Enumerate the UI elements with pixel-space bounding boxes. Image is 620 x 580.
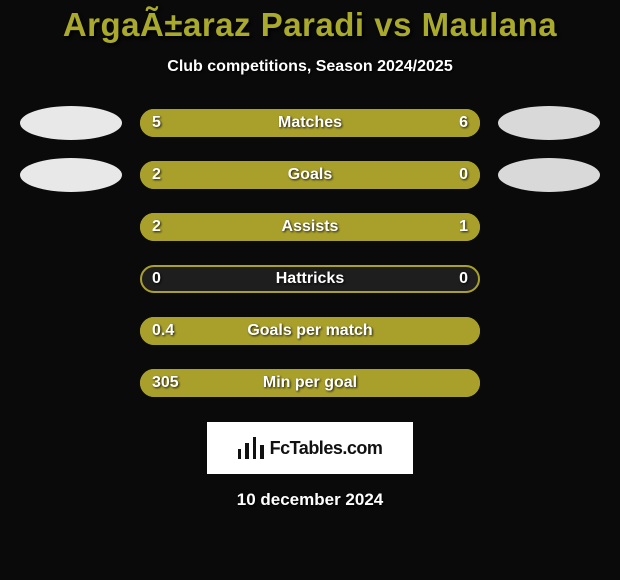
stat-row: Min per goal305: [0, 366, 620, 400]
stat-value-left: 0: [152, 265, 161, 293]
stat-value-right: 1: [459, 213, 468, 241]
date-label: 10 december 2024: [0, 490, 620, 510]
logo-text: FcTables.com: [270, 438, 383, 459]
fctables-logo: FcTables.com: [207, 422, 413, 474]
stat-label: Matches: [140, 109, 480, 137]
stat-label: Goals: [140, 161, 480, 189]
stat-value-left: 5: [152, 109, 161, 137]
stat-row: Goals per match0.4: [0, 314, 620, 348]
stat-value-right: 0: [459, 161, 468, 189]
stat-bar: Assists2 1: [140, 213, 480, 241]
stat-label: Hattricks: [140, 265, 480, 293]
avatar-right: [498, 158, 600, 192]
page-title: ArgaÃ±araz Paradi vs Maulana: [0, 0, 620, 44]
stat-value-left: 0.4: [152, 317, 174, 345]
stat-label: Min per goal: [140, 369, 480, 397]
stat-label: Goals per match: [140, 317, 480, 345]
stat-value-left: 305: [152, 369, 179, 397]
stat-row: Assists2 1: [0, 210, 620, 244]
stat-label: Assists: [140, 213, 480, 241]
avatar-left: [20, 158, 122, 192]
stat-value-left: 2: [152, 161, 161, 189]
stat-bar: Goals2 0: [140, 161, 480, 189]
stat-bar: Min per goal305: [140, 369, 480, 397]
stat-value-left: 2: [152, 213, 161, 241]
avatar-right: [498, 106, 600, 140]
stat-value-right: 6: [459, 109, 468, 137]
stat-value-right: 0: [459, 265, 468, 293]
stat-row: Hattricks0 0: [0, 262, 620, 296]
stat-bar: Hattricks0 0: [140, 265, 480, 293]
avatar-left: [20, 106, 122, 140]
stat-rows: Matches56Goals20Assists21Hattricks00Goal…: [0, 106, 620, 400]
logo-bars-icon: [238, 437, 264, 459]
stat-row: Matches5 6: [0, 106, 620, 140]
stat-row: Goals2 0: [0, 158, 620, 192]
subtitle: Club competitions, Season 2024/2025: [0, 58, 620, 76]
stat-bar: Matches5 6: [140, 109, 480, 137]
stat-bar: Goals per match0.4: [140, 317, 480, 345]
